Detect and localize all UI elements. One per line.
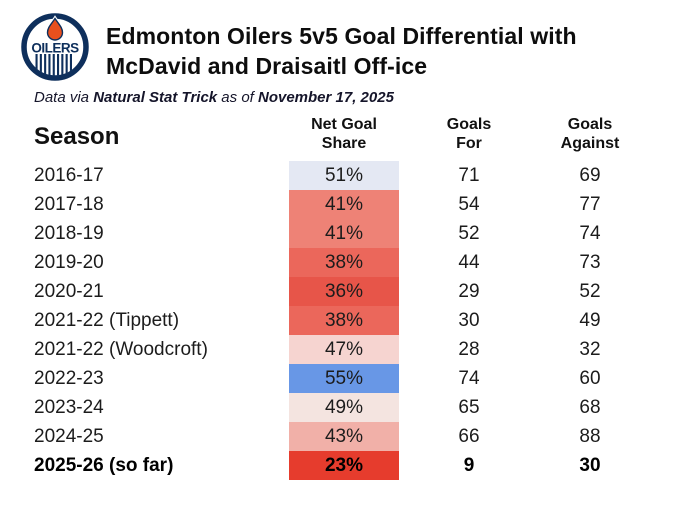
goals-for-cell: 66 — [458, 425, 480, 447]
goals-against-cell: 74 — [579, 222, 601, 244]
goals-against-cell: 88 — [579, 425, 601, 447]
edmonton-oilers-logo: OILERS — [20, 12, 90, 82]
column-header-goals-for: Goals For — [399, 115, 539, 161]
table-row: 2020-21 36% 29 52 — [34, 277, 641, 306]
net-goal-share-cell: 41% — [289, 219, 399, 248]
table-row: 2023-24 49% 65 68 — [34, 393, 641, 422]
goals-against-cell: 49 — [579, 309, 601, 331]
goal-differential-table: Season Net Goal Share Goals For Goals Ag… — [34, 115, 641, 480]
table-header: Season Net Goal Share Goals For Goals Ag… — [34, 115, 641, 161]
title-line-1: Edmonton Oilers 5v5 Goal Differential wi… — [106, 23, 577, 49]
table-row: 2022-23 55% 74 60 — [34, 364, 641, 393]
season-cell: 2021-22 (Woodcroft) — [34, 338, 208, 360]
table-row: 2025-26 (so far) 23% 9 30 — [34, 451, 641, 480]
goals-against-cell: 30 — [579, 454, 601, 476]
season-cell: 2022-23 — [34, 367, 104, 389]
subtitle-date: November 17, 2025 — [258, 89, 394, 106]
net-goal-share-cell: 43% — [289, 422, 399, 451]
table-row: 2019-20 38% 44 73 — [34, 248, 641, 277]
goals-for-cell: 28 — [458, 338, 480, 360]
goals-against-cell: 69 — [579, 164, 601, 186]
goals-against-cell: 60 — [579, 367, 601, 389]
table-row: 2018-19 41% 52 74 — [34, 219, 641, 248]
page-title: Edmonton Oilers 5v5 Goal Differential wi… — [106, 21, 577, 81]
season-cell: 2023-24 — [34, 396, 104, 418]
table-row: 2017-18 41% 54 77 — [34, 190, 641, 219]
net-goal-share-cell: 23% — [289, 451, 399, 480]
goals-for-cell: 74 — [458, 367, 480, 389]
header: OILERS Edmonton Oilers 5v5 Goal Differen… — [0, 0, 679, 82]
season-cell: 2018-19 — [34, 222, 104, 244]
net-goal-share-cell: 49% — [289, 393, 399, 422]
header-goals-for-line2: For — [456, 135, 482, 152]
column-header-goals-against: Goals Against — [539, 115, 641, 161]
subtitle-prefix: Data via — [34, 89, 94, 106]
header-net-goal-line1: Net Goal — [311, 116, 377, 133]
title-line-2: McDavid and Draisaitl Off-ice — [106, 53, 428, 79]
table-body: 2016-17 51% 71 69 2017-18 41% 54 77 2018… — [34, 161, 641, 480]
table-row: 2021-22 (Woodcroft) 47% 28 32 — [34, 335, 641, 364]
net-goal-share-cell: 55% — [289, 364, 399, 393]
goals-for-cell: 54 — [458, 193, 480, 215]
column-header-season: Season — [34, 123, 120, 150]
logo-stripes — [35, 54, 72, 76]
goals-for-cell: 44 — [458, 251, 480, 273]
table-row: 2016-17 51% 71 69 — [34, 161, 641, 190]
logo-text: OILERS — [31, 41, 79, 56]
oilers-logo-svg: OILERS — [21, 13, 89, 81]
goals-for-cell: 9 — [463, 454, 475, 476]
season-cell: 2021-22 (Tippett) — [34, 309, 180, 331]
season-cell: 2019-20 — [34, 251, 104, 273]
goals-against-cell: 77 — [579, 193, 601, 215]
goals-for-cell: 29 — [458, 280, 480, 302]
goals-for-cell: 65 — [458, 396, 480, 418]
table-row: 2021-22 (Tippett) 38% 30 49 — [34, 306, 641, 335]
net-goal-share-cell: 41% — [289, 190, 399, 219]
net-goal-share-cell: 38% — [289, 248, 399, 277]
table-row: 2024-25 43% 66 88 — [34, 422, 641, 451]
season-cell: 2016-17 — [34, 164, 104, 186]
goals-against-cell: 32 — [579, 338, 601, 360]
net-goal-share-cell: 47% — [289, 335, 399, 364]
subtitle-source: Natural Stat Trick — [93, 89, 218, 106]
season-cell: 2024-25 — [34, 425, 104, 447]
net-goal-share-cell: 36% — [289, 277, 399, 306]
goals-for-cell: 71 — [458, 164, 480, 186]
goals-for-cell: 52 — [458, 222, 480, 244]
net-goal-share-cell: 51% — [289, 161, 399, 190]
header-goals-against-line1: Goals — [567, 116, 613, 133]
goals-for-cell: 30 — [458, 309, 480, 331]
goals-against-cell: 68 — [579, 396, 601, 418]
goals-against-cell: 73 — [579, 251, 601, 273]
season-cell: 2017-18 — [34, 193, 104, 215]
oil-drop-outline — [46, 17, 64, 41]
net-goal-share-cell: 38% — [289, 306, 399, 335]
data-source-note: Data via Natural Stat Trick as of Novemb… — [34, 89, 679, 106]
header-goals-for-line1: Goals — [446, 116, 492, 133]
header-goals-against-line2: Against — [560, 135, 620, 152]
column-header-net-goal-share: Net Goal Share — [289, 115, 399, 161]
subtitle-middle: as of — [217, 89, 258, 106]
header-net-goal-line2: Share — [321, 135, 367, 152]
goals-against-cell: 52 — [579, 280, 601, 302]
season-cell: 2020-21 — [34, 280, 104, 302]
season-cell: 2025-26 (so far) — [34, 454, 174, 476]
